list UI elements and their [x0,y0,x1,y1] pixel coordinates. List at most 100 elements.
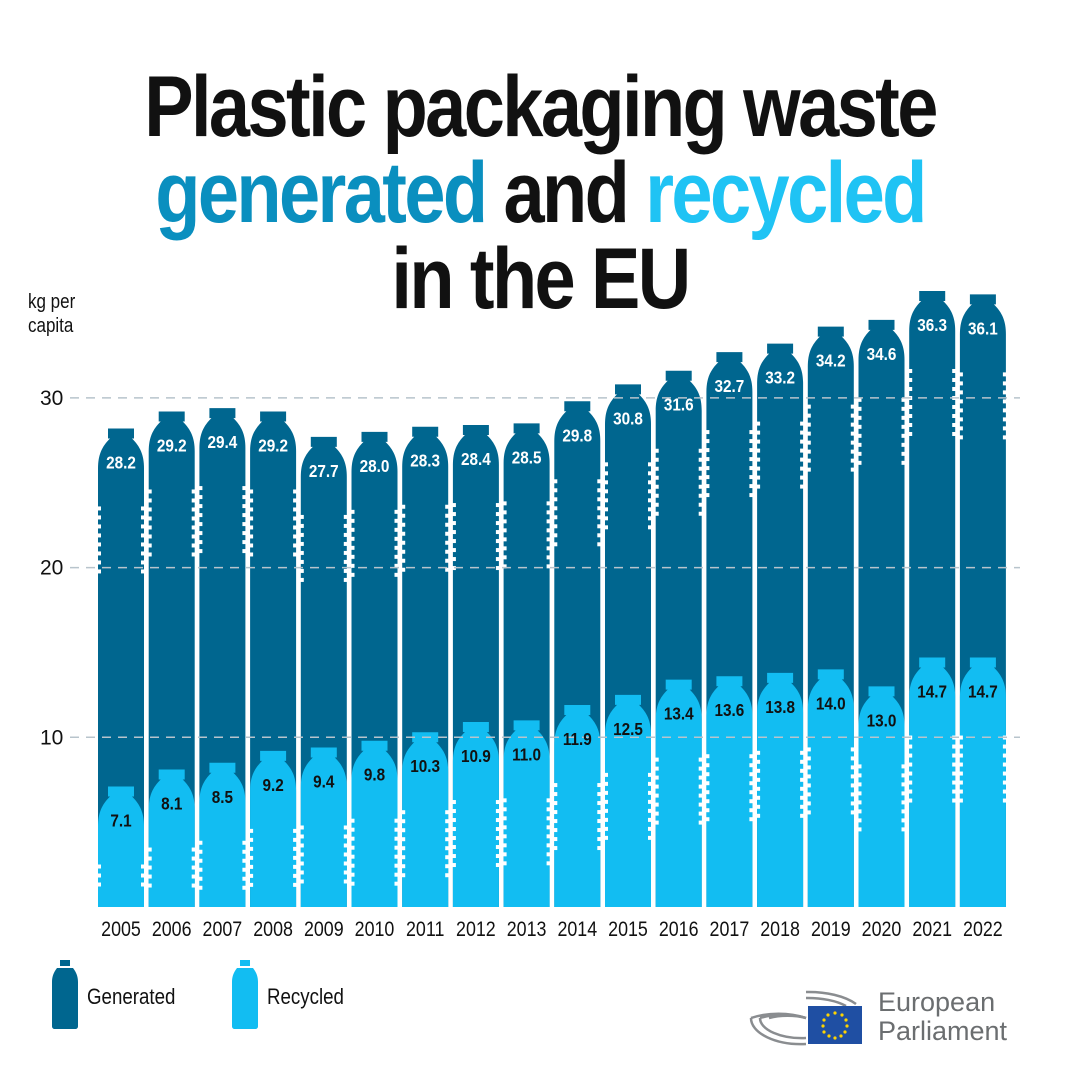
bottle-ridge [705,430,710,435]
bottle-ridge [806,783,811,788]
generated-value-label: 28.4 [461,449,491,469]
bottle-ridge [857,764,862,769]
bottle-ridge [401,846,406,851]
recycled-value-label: 12.5 [613,719,643,739]
bottle-ridge [350,518,355,523]
bottle-ridge [394,563,399,568]
bottle-ridge [242,840,247,845]
bottle-ridge [394,527,399,532]
bottle-ridge [908,762,913,767]
bottle-ridge [1002,399,1007,404]
recycled-bar-2019 [807,669,854,907]
bottle-ridge [147,874,152,879]
bottle-ridge [952,413,957,418]
bottle-ridge [705,466,710,471]
bottle-ridge [343,879,348,884]
bottle-ridge [198,858,203,863]
bottle-ridge [857,800,862,805]
bottle-ridge [958,426,963,431]
bottle-ridge [698,484,703,489]
recycled-value-label: 11.0 [512,744,541,764]
generated-value-label: 28.0 [360,456,390,476]
bottle-ridge [952,753,957,758]
bottle-ridge [698,475,703,480]
bottle-ridge [502,501,507,506]
bottle-ridge [806,747,811,752]
bottle-ridge [800,457,805,462]
bottle-ridge [958,435,963,440]
bottle-ridge [299,550,304,555]
bottle-ridge [97,551,101,556]
bottle-ridge [749,781,754,786]
bottle-ridge [242,513,247,518]
recycled-value-label: 7.1 [110,810,131,830]
bottle-ridge [806,792,811,797]
bottle-ridge [350,836,355,841]
bottle-ridge [648,817,652,822]
generated-value-label: 34.2 [816,350,846,370]
title-generated: generated [155,145,488,241]
title-line-1: Plastic packaging waste [144,59,938,155]
bottle-ridge [546,555,551,560]
bottle-ridge [546,816,551,821]
bottle-ridge [394,572,399,577]
bottle-ridge [850,747,855,752]
bottle-ridge [1002,744,1007,749]
bottle-ridge [502,861,507,866]
bottle-ridge [705,475,710,480]
bottle-ridge [249,855,254,860]
bottle-ridge [857,451,862,456]
bottle-ridge [495,827,500,832]
bottle-ridge [401,810,406,815]
generated-value-label: 27.7 [309,461,339,481]
bottle-ridge [901,764,906,769]
bottle-ridge [800,759,805,764]
generated-value-label: 29.2 [157,435,187,455]
bottle-ridge [141,864,145,869]
bottle-ridge [654,820,659,825]
bottle-ridge [908,377,913,382]
bottle-ridge [299,861,304,866]
bottle-ridge [850,765,855,770]
bottle-ridge [495,836,500,841]
bottle-ridge [242,849,247,854]
bottle-ridge [698,802,703,807]
bottle-ridge [445,513,450,518]
generated-value-label: 32.7 [715,376,745,396]
x-tick-label: 2014 [557,918,597,942]
bottle-ridge [445,810,450,815]
bottle-ridge [343,852,348,857]
bottle-ridge [756,777,761,782]
bottle-ridge [495,809,500,814]
bottle-ridge [350,509,355,514]
bottle-ridge [800,448,805,453]
bottle-ridge [451,818,456,823]
x-tick-label: 2022 [963,918,1003,942]
bottle-ridge [952,404,957,409]
bottle-ridge [242,858,247,863]
bottle-ridge [198,504,203,509]
recycled-value-label: 13.8 [765,697,795,717]
bottle-ridge [800,750,805,755]
bottle-ridge [952,798,957,803]
recycled-value-label: 14.0 [816,693,846,713]
bottle-ridge [198,876,203,881]
bottle-ridge [445,558,450,563]
bottle-ridge [698,811,703,816]
bottle-ridge [1002,381,1007,386]
bottle-ridge [249,837,254,842]
bottle-ridge [401,873,406,878]
bottle-ridge [952,771,957,776]
bottle-ridge [908,386,913,391]
bottle-ridge [553,479,558,484]
bottle-ridge [604,471,608,476]
bottle-ridge [147,507,152,512]
bottle-ridge [901,773,906,778]
bottle-ridge [394,518,399,523]
bottle-ridge [394,509,399,514]
bottle-ridge [198,486,203,491]
bottle-ridge [546,528,551,533]
recycled-value-label: 13.4 [664,703,694,723]
bottle-ridge [806,810,811,815]
bottle-ridge [495,512,500,517]
